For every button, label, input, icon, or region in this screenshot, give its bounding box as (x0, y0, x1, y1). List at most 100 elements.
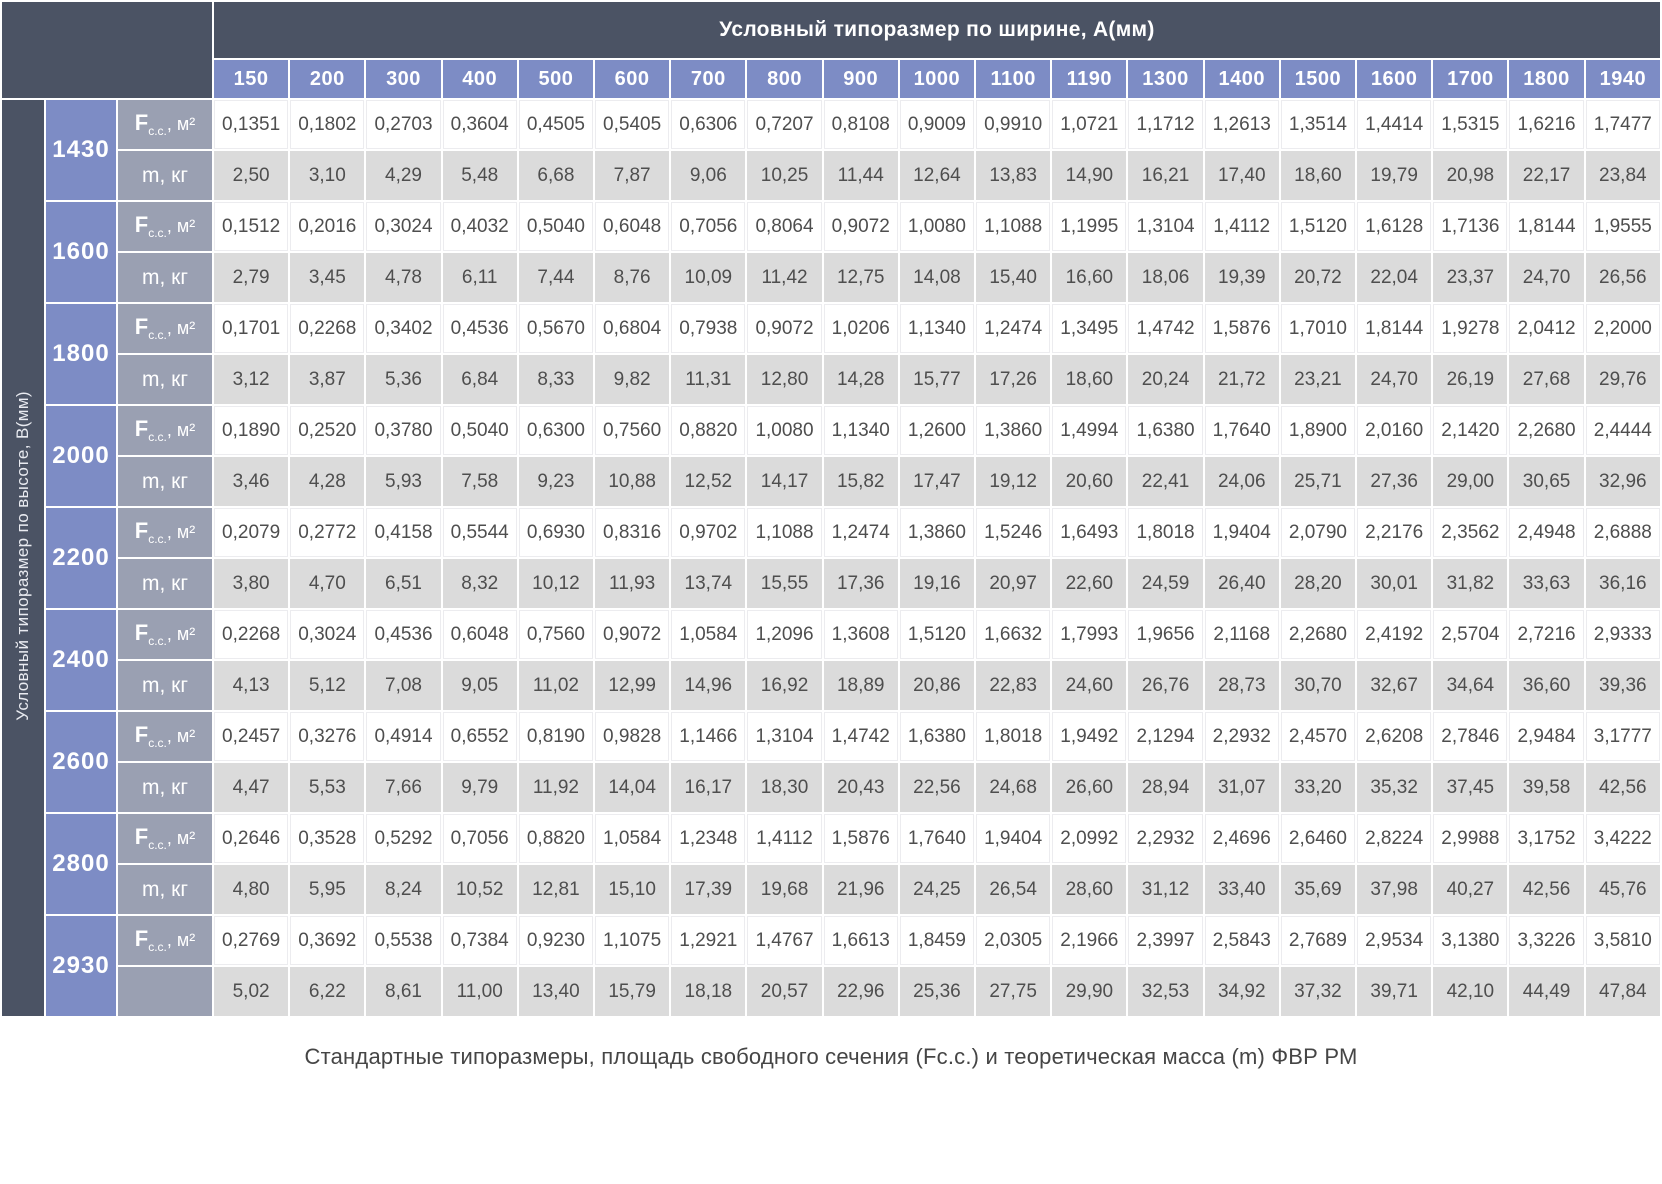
data-cell-f: 0,6930 (518, 508, 594, 557)
f-row-label: Fc.c., м² (118, 610, 212, 659)
data-cell-m: 19,12 (976, 457, 1051, 506)
f-row-label: Fc.c., м² (118, 202, 212, 251)
f-label-sub: c.c. (148, 736, 167, 751)
data-cell-f: 2,2932 (1128, 814, 1203, 863)
data-cell-f: 2,0412 (1509, 304, 1584, 353)
data-cell-m: 11,42 (747, 253, 822, 302)
f-label-rest: , м² (166, 930, 196, 951)
data-cell-f: 0,5040 (442, 406, 517, 455)
table-corner (2, 2, 212, 98)
table-row: m, кг 4,47 5,53 7,66 9,79 11,92 14,04 16,17 18,3… (2, 763, 1660, 812)
m-row-label: m, кг (118, 661, 212, 710)
data-cell-f: 0,3024 (366, 202, 441, 251)
table-row: Условный типоразмер по высоте, В(мм) 1430… (2, 100, 1660, 1016)
data-cell-m: 33,63 (1509, 559, 1584, 608)
data-cell-f: 1,3860 (899, 508, 975, 557)
data-cell-m: 30,70 (1280, 661, 1356, 710)
data-cell-m: 20,60 (1052, 457, 1127, 506)
data-cell-f: 0,9910 (976, 100, 1051, 149)
width-header-cell: 1100 (976, 60, 1051, 98)
data-cell-f: 1,1088 (976, 202, 1051, 251)
data-cell-f: 1,8144 (1357, 304, 1432, 353)
data-cell-m: 34,64 (1433, 661, 1508, 710)
height-cell: 2000 (46, 406, 116, 506)
data-cell-m: 5,48 (442, 151, 517, 200)
table-row: m, кг 3,12 3,87 5,36 6,84 8,33 9,82 11,31 12,80 1… (2, 355, 1660, 404)
data-cell-f: 1,1088 (747, 508, 822, 557)
data-cell-f: 3,3226 (1509, 916, 1584, 965)
width-header-cell: 150 (214, 60, 289, 98)
data-cell-m: 7,66 (366, 763, 441, 812)
data-cell-m: 20,72 (1280, 253, 1356, 302)
data-cell-m: 11,00 (442, 967, 517, 1016)
data-cell-f: 1,4742 (1128, 304, 1203, 353)
data-cell-m: 15,10 (595, 865, 670, 914)
data-cell-m: 4,29 (366, 151, 441, 200)
data-cell-f: 0,8820 (518, 814, 594, 863)
data-cell-f: 0,8108 (823, 100, 898, 149)
data-cell-m: 9,23 (518, 457, 594, 506)
data-cell-f: 1,8459 (899, 916, 975, 965)
data-cell-m: 5,12 (290, 661, 365, 710)
height-cell: 1600 (46, 202, 116, 302)
f-row-label: Fc.c., м² (118, 712, 212, 761)
table-row: m, кг 3,80 4,70 6,51 8,32 10,12 11,93 13,74 15,5… (2, 559, 1660, 608)
data-cell-f: 0,2703 (366, 100, 441, 149)
f-label-rest: , м² (166, 216, 196, 237)
data-cell-m: 18,89 (823, 661, 898, 710)
f-label-main: F (134, 926, 149, 952)
data-cell-f: 2,9484 (1509, 712, 1584, 761)
data-cell-m: 23,21 (1280, 355, 1356, 404)
data-cell-m: 24,68 (976, 763, 1051, 812)
table-row: 2800 Fc.c., м² 0,2646 0,3528 0,5292 0,7056 0,8… (2, 814, 1660, 914)
data-cell-m: 23,37 (1433, 253, 1508, 302)
data-cell-f: 2,4570 (1280, 712, 1356, 761)
width-header-cell: 600 (595, 60, 670, 98)
width-header-cell: 400 (442, 60, 517, 98)
data-cell-m: 27,36 (1357, 457, 1432, 506)
data-cell-m: 28,73 (1204, 661, 1279, 710)
data-cell-f: 1,1712 (1128, 100, 1203, 149)
data-cell-f: 1,2474 (823, 508, 898, 557)
data-cell-f: 3,5810 (1585, 916, 1660, 965)
table-row: 1800 Fc.c., м² 0,1701 0,2268 0,3402 0,4536 0,5… (2, 304, 1660, 404)
data-cell-m: 37,45 (1433, 763, 1508, 812)
data-cell-f: 1,3514 (1280, 100, 1356, 149)
data-cell-m: 42,56 (1585, 763, 1660, 812)
data-cell-f: 0,4505 (518, 100, 594, 149)
data-cell-m: 39,58 (1509, 763, 1584, 812)
data-cell-m: 22,83 (976, 661, 1051, 710)
data-cell-m: 15,77 (899, 355, 975, 404)
data-cell-m: 20,57 (747, 967, 822, 1016)
data-cell-f: 1,3860 (976, 406, 1051, 455)
data-cell-m: 22,04 (1357, 253, 1432, 302)
data-cell-f: 1,7136 (1433, 202, 1508, 251)
height-cell: 2800 (46, 814, 116, 914)
data-cell-f: 1,6380 (1128, 406, 1203, 455)
data-cell-f: 0,1701 (214, 304, 289, 353)
data-cell-f: 2,1420 (1433, 406, 1508, 455)
data-cell-m: 20,24 (1128, 355, 1203, 404)
f-row-label: Fc.c., м² (118, 304, 212, 353)
data-cell-m: 16,92 (747, 661, 822, 710)
data-cell-m: 15,79 (595, 967, 670, 1016)
table-row: 1600 Fc.c., м² 0,1512 0,2016 0,3024 0,4032 0,5… (2, 202, 1660, 302)
m-row-label: m, кг (118, 151, 212, 200)
f-label-main: F (134, 620, 149, 646)
data-cell-f: 1,6128 (1357, 202, 1432, 251)
data-cell-m: 35,32 (1357, 763, 1432, 812)
data-cell-m: 5,36 (366, 355, 441, 404)
data-cell-m: 19,68 (747, 865, 822, 914)
f-label-main: F (134, 416, 149, 442)
data-cell-f: 0,9702 (671, 508, 746, 557)
data-cell-m: 16,60 (1052, 253, 1127, 302)
data-cell-f: 0,7207 (747, 100, 822, 149)
data-cell-m: 36,60 (1509, 661, 1584, 710)
data-cell-f: 3,1777 (1585, 712, 1660, 761)
data-cell-f: 2,6208 (1357, 712, 1432, 761)
size-table: Условный типоразмер по ширине, А(мм) 150… (2, 2, 1660, 1016)
data-cell-f: 1,0721 (1052, 100, 1127, 149)
data-cell-f: 1,7993 (1052, 610, 1127, 659)
data-cell-f: 1,4112 (1204, 202, 1279, 251)
data-cell-f: 0,1351 (214, 100, 289, 149)
